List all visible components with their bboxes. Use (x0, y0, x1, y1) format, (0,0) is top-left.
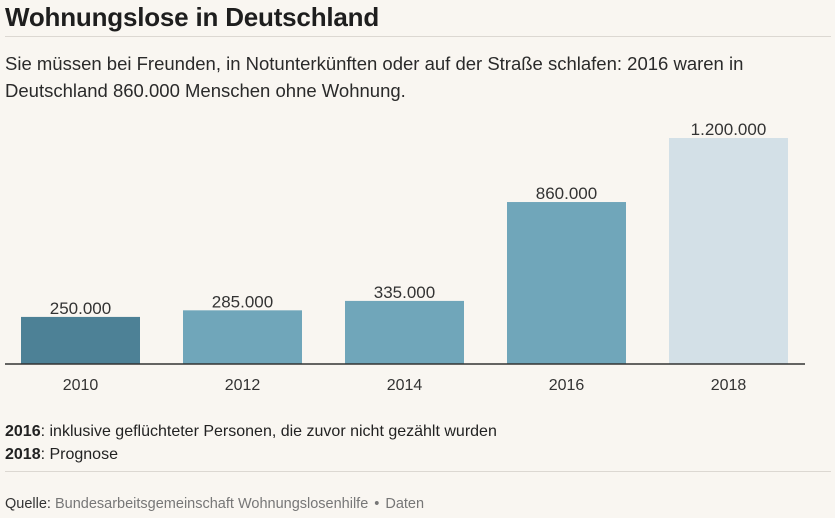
bars-group (21, 138, 788, 364)
source-name: Bundesarbeitsgemeinschaft Wohnungslosenh… (54, 496, 369, 512)
labels-group: 250.000 2010 285.000 2012 335.000 2014 860.000… (50, 120, 767, 394)
footnote-text: : inklusive geflüchteter Personen, die z… (40, 423, 497, 440)
bar-2012 (183, 310, 302, 364)
value-label-2014: 335.000 (374, 283, 435, 302)
footnote-key: 2018 (5, 446, 41, 463)
footer-divider (5, 471, 831, 472)
separator-dot: • (374, 496, 380, 512)
value-label-2016: 860.000 (536, 184, 597, 203)
footnote-2016: 2016: inklusive geflüchteter Personen, d… (5, 420, 497, 443)
footnote-text: : Prognose (40, 446, 118, 463)
bar-chart: 250.000 2010 285.000 2012 335.000 2014 860.000… (5, 120, 805, 394)
bar-2018 (669, 138, 788, 364)
category-label-2010: 2010 (63, 377, 99, 394)
category-label-2012: 2012 (225, 377, 261, 394)
category-label-2014: 2014 (387, 377, 423, 394)
category-label-2016: 2016 (549, 377, 585, 394)
chart-subtitle: Sie müssen bei Freunden, in Notunterkünf… (5, 53, 744, 101)
bar-2010 (21, 316, 140, 364)
footnote-key: 2016 (5, 423, 41, 440)
bar-2016 (507, 202, 626, 364)
chart-title: Wohnungslose in Deutschland (5, 2, 380, 32)
category-label-2018: 2018 (711, 377, 747, 394)
source-line: Quelle: Bundesarbeitsgemeinschaft Wohnun… (5, 496, 424, 512)
title-divider (5, 36, 831, 37)
footnotes: 2016: inklusive geflüchteter Personen, d… (5, 420, 497, 466)
value-label-2012: 285.000 (212, 292, 273, 311)
source-label: Quelle: (5, 496, 51, 512)
value-label-2010: 250.000 (50, 299, 111, 318)
value-label-2018: 1.200.000 (691, 120, 767, 139)
data-link[interactable]: Daten (385, 496, 425, 512)
footnote-2018: 2018: Prognose (5, 443, 497, 466)
bar-2014 (345, 300, 464, 364)
